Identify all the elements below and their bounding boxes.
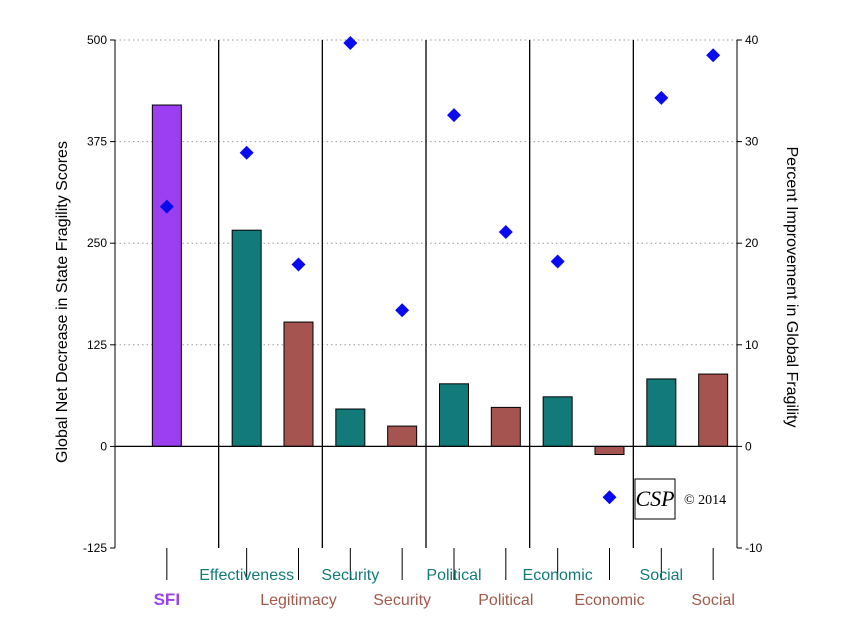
category-label-effectiveness: Effectiveness (199, 567, 294, 584)
logo-mark: CSP (635, 486, 674, 511)
y2-tick-label: 10 (745, 338, 759, 352)
category-label-legitimacy: Economic (574, 592, 644, 609)
y-tick-label: -125 (83, 541, 107, 555)
y-tick-label: 125 (87, 338, 107, 352)
bar (151, 104, 182, 447)
y2-axis-title: Percent Improvement in Global Fragility (783, 147, 800, 428)
copyright-credit: © 2014 (684, 493, 726, 508)
y2-tick-label: 20 (745, 236, 759, 250)
percent-marker (602, 490, 617, 505)
category-label-legitimacy: Legitimacy (260, 592, 336, 609)
percent-marker (395, 303, 410, 318)
percent-marker (550, 254, 565, 269)
logo-stamp: CSP (634, 478, 676, 520)
bar (594, 445, 625, 456)
percent-marker (291, 257, 306, 272)
category-label-sfi: SFI (154, 590, 180, 609)
bar (490, 406, 521, 447)
category-label-effectiveness: Political (426, 567, 481, 584)
percent-marker (498, 225, 513, 240)
y-axis-title: Global Net Decrease in State Fragility S… (54, 141, 71, 463)
y-tick-label: 500 (87, 33, 107, 47)
category-label-legitimacy: Social (691, 592, 735, 609)
category-label-legitimacy: Security (373, 592, 431, 609)
y2-tick-label: 0 (745, 439, 752, 453)
y-tick-label: 375 (87, 135, 107, 149)
bar-series (151, 104, 729, 456)
percent-marker (446, 108, 461, 123)
tick-and-category-labels: 500 375 250 125 0 -125 40 30 20 10 0 -10 SFI Effectiv… (83, 33, 763, 609)
y2-tick-label: -10 (745, 541, 763, 555)
bar (231, 229, 262, 447)
bar (542, 396, 573, 447)
category-label-effectiveness: Social (640, 567, 684, 584)
percent-marker (343, 36, 358, 51)
category-label-effectiveness: Security (321, 567, 379, 584)
y-tick-label: 0 (100, 439, 107, 453)
bar (283, 321, 314, 447)
bar (387, 425, 418, 447)
percent-marker (159, 199, 174, 214)
bar (698, 373, 729, 447)
y2-tick-label: 40 (745, 33, 759, 47)
percent-marker (706, 48, 721, 63)
category-label-legitimacy: Political (478, 592, 533, 609)
y-tick-label: 250 (87, 236, 107, 250)
bar (335, 408, 366, 447)
bar (646, 378, 677, 447)
axes (110, 39, 742, 580)
bar (438, 383, 469, 447)
y2-tick-label: 30 (745, 135, 759, 149)
percent-marker (654, 90, 669, 105)
percent-markers (159, 36, 721, 505)
percent-marker (239, 145, 254, 160)
logo-box (634, 478, 676, 520)
category-label-effectiveness: Economic (523, 567, 593, 584)
